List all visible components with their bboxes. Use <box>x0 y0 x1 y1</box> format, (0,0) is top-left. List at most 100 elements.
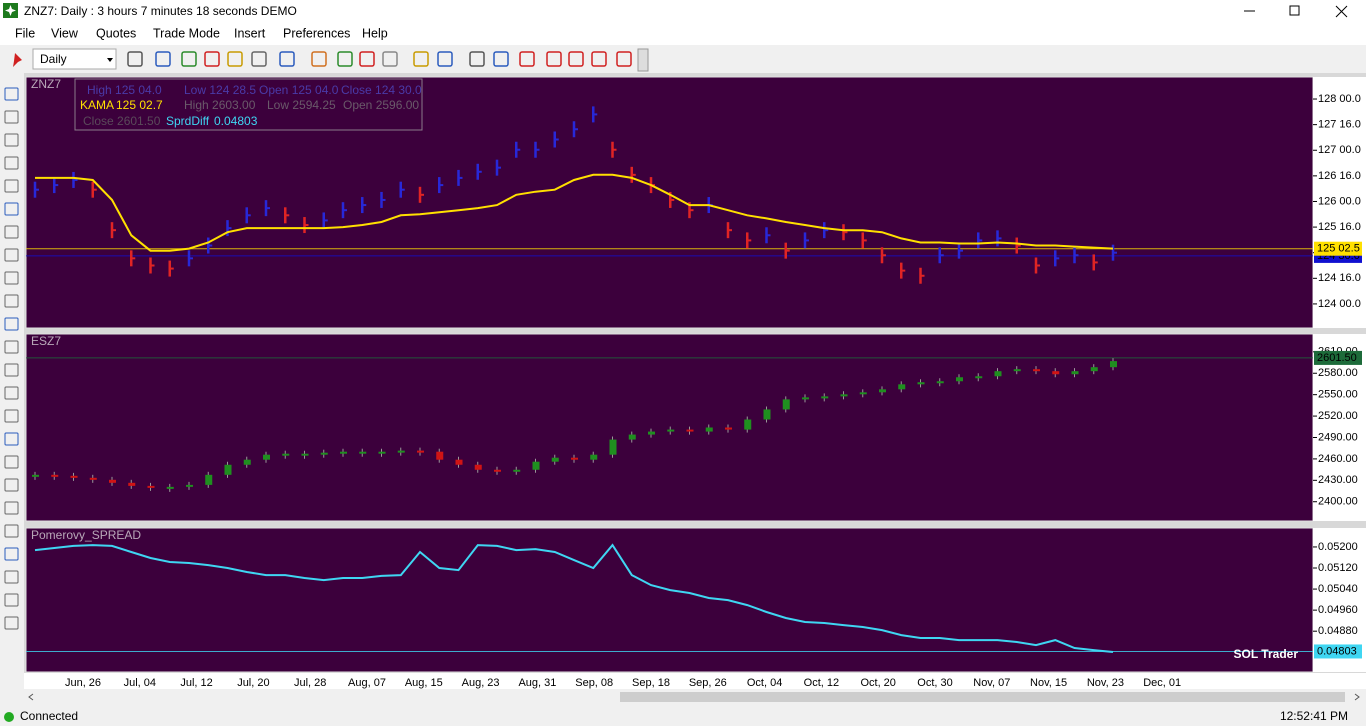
drawing-tool[interactable] <box>4 110 19 124</box>
x-tick-label: Nov, 07 <box>973 677 1010 689</box>
candle-body <box>609 439 617 455</box>
legend-text: 0.04803 <box>214 114 258 128</box>
drawing-toolbar <box>0 73 24 706</box>
y-tick-label: 127 00.0 <box>1318 144 1361 156</box>
toolbar-button[interactable] <box>204 51 220 67</box>
legend-text: High 2603.00 <box>184 98 256 112</box>
candle-body <box>436 451 444 460</box>
toolbar-button[interactable] <box>469 51 485 67</box>
candle-body <box>917 382 925 385</box>
menu-item[interactable]: File <box>15 26 35 40</box>
toolbar-button[interactable] <box>127 51 143 67</box>
legend-text: Close 2601.50 <box>83 114 161 128</box>
candle-body <box>109 479 116 483</box>
x-tick-label: Aug, 15 <box>405 677 443 689</box>
y-tick-label: 2400.00 <box>1318 496 1358 508</box>
candle-body <box>1071 371 1079 375</box>
scroll-right[interactable] <box>1354 693 1360 701</box>
maximize-button[interactable] <box>1289 5 1300 16</box>
menu-item[interactable]: Trade Mode <box>153 26 220 40</box>
candle-body <box>494 469 501 472</box>
drawing-tool[interactable] <box>4 248 19 262</box>
drawing-tool[interactable] <box>4 363 19 377</box>
drawing-tool[interactable] <box>4 225 19 239</box>
price-tag <box>1314 644 1362 659</box>
candle-body <box>686 429 694 432</box>
panel-name: ESZ7 <box>31 334 61 348</box>
drawing-tool[interactable] <box>4 156 19 170</box>
drawing-tool[interactable] <box>4 616 19 630</box>
close-button[interactable] <box>1335 5 1348 18</box>
toolbar-button[interactable] <box>519 51 535 67</box>
toolbar-button[interactable] <box>279 51 295 67</box>
toolbar-button[interactable] <box>251 51 267 67</box>
drawing-tool[interactable] <box>4 133 19 147</box>
y-tick-label: 126 16.0 <box>1318 170 1361 182</box>
drawing-tool[interactable] <box>4 409 19 423</box>
toolbar-button[interactable] <box>181 51 197 67</box>
scroll-left[interactable] <box>28 693 34 701</box>
connection-indicator <box>4 712 14 722</box>
toolbar-button[interactable] <box>437 51 453 67</box>
drawing-tool[interactable] <box>4 570 19 584</box>
drawing-tool[interactable] <box>4 432 19 446</box>
y-tick-label: 0.04960 <box>1318 604 1358 616</box>
legend-text: Open 125 04.0 <box>259 83 339 97</box>
toolbar-button[interactable] <box>311 51 327 67</box>
drawing-tool[interactable] <box>4 271 19 285</box>
candle-body <box>956 377 963 382</box>
menu-item[interactable]: Preferences <box>283 26 350 40</box>
toolbar-button[interactable] <box>591 51 607 67</box>
x-tick-label: Sep, 18 <box>632 677 670 689</box>
menu-item[interactable]: Quotes <box>96 26 136 40</box>
candle-body <box>474 464 482 470</box>
drawing-tool[interactable] <box>4 593 19 607</box>
toolbar-button[interactable] <box>337 51 353 67</box>
drawing-tool[interactable] <box>4 202 19 216</box>
x-tick-label: Jul, 12 <box>180 677 212 689</box>
window-title: ZNZ7: Daily : 3 hours 7 minutes 18 secon… <box>24 4 297 18</box>
candle-body <box>397 450 405 453</box>
y-tick-label: 124 00.0 <box>1318 298 1361 310</box>
toolbar-grip <box>637 48 649 72</box>
drawing-tool[interactable] <box>4 455 19 469</box>
toolbar-button[interactable] <box>616 51 632 67</box>
menu-item[interactable]: View <box>51 26 79 40</box>
menu-bar <box>0 23 1366 45</box>
toolbar-button[interactable] <box>359 51 375 67</box>
drawing-tool[interactable] <box>4 87 19 101</box>
timeframe-select[interactable] <box>32 48 117 70</box>
candle-body <box>551 457 559 462</box>
drawing-tool[interactable] <box>4 386 19 400</box>
drawing-tool[interactable] <box>4 294 19 308</box>
timeframe-value[interactable]: Daily <box>40 52 67 66</box>
drawing-tool[interactable] <box>4 317 19 331</box>
toolbar-button[interactable] <box>227 51 243 67</box>
candle-body <box>898 384 906 390</box>
toolbar-button[interactable] <box>413 51 429 67</box>
price-tag <box>1314 350 1362 365</box>
menu-item[interactable]: Help <box>362 26 388 40</box>
candle-body <box>205 474 213 485</box>
menu-item[interactable]: Insert <box>234 26 266 40</box>
scroll-thumb[interactable] <box>620 692 1345 702</box>
pin-icon[interactable] <box>13 53 22 67</box>
drawing-tool[interactable] <box>4 547 19 561</box>
drawing-tool[interactable] <box>4 340 19 354</box>
toolbar-button[interactable] <box>382 51 398 67</box>
dropdown-arrow <box>107 58 113 62</box>
toolbar-button[interactable] <box>568 51 584 67</box>
x-tick-label: Jul, 28 <box>294 677 326 689</box>
toolbar-button[interactable] <box>155 51 171 67</box>
candle-body <box>763 409 771 420</box>
candle-body <box>301 453 309 456</box>
drawing-tool[interactable] <box>4 524 19 538</box>
drawing-tool[interactable] <box>4 478 19 492</box>
y-tick-label: 2580.00 <box>1318 367 1358 379</box>
y-tick-label: 0.05040 <box>1318 583 1358 595</box>
toolbar-button[interactable] <box>546 51 562 67</box>
drawing-tool[interactable] <box>4 501 19 515</box>
toolbar-button[interactable] <box>493 51 509 67</box>
candle-body <box>378 451 386 454</box>
drawing-tool[interactable] <box>4 179 19 193</box>
